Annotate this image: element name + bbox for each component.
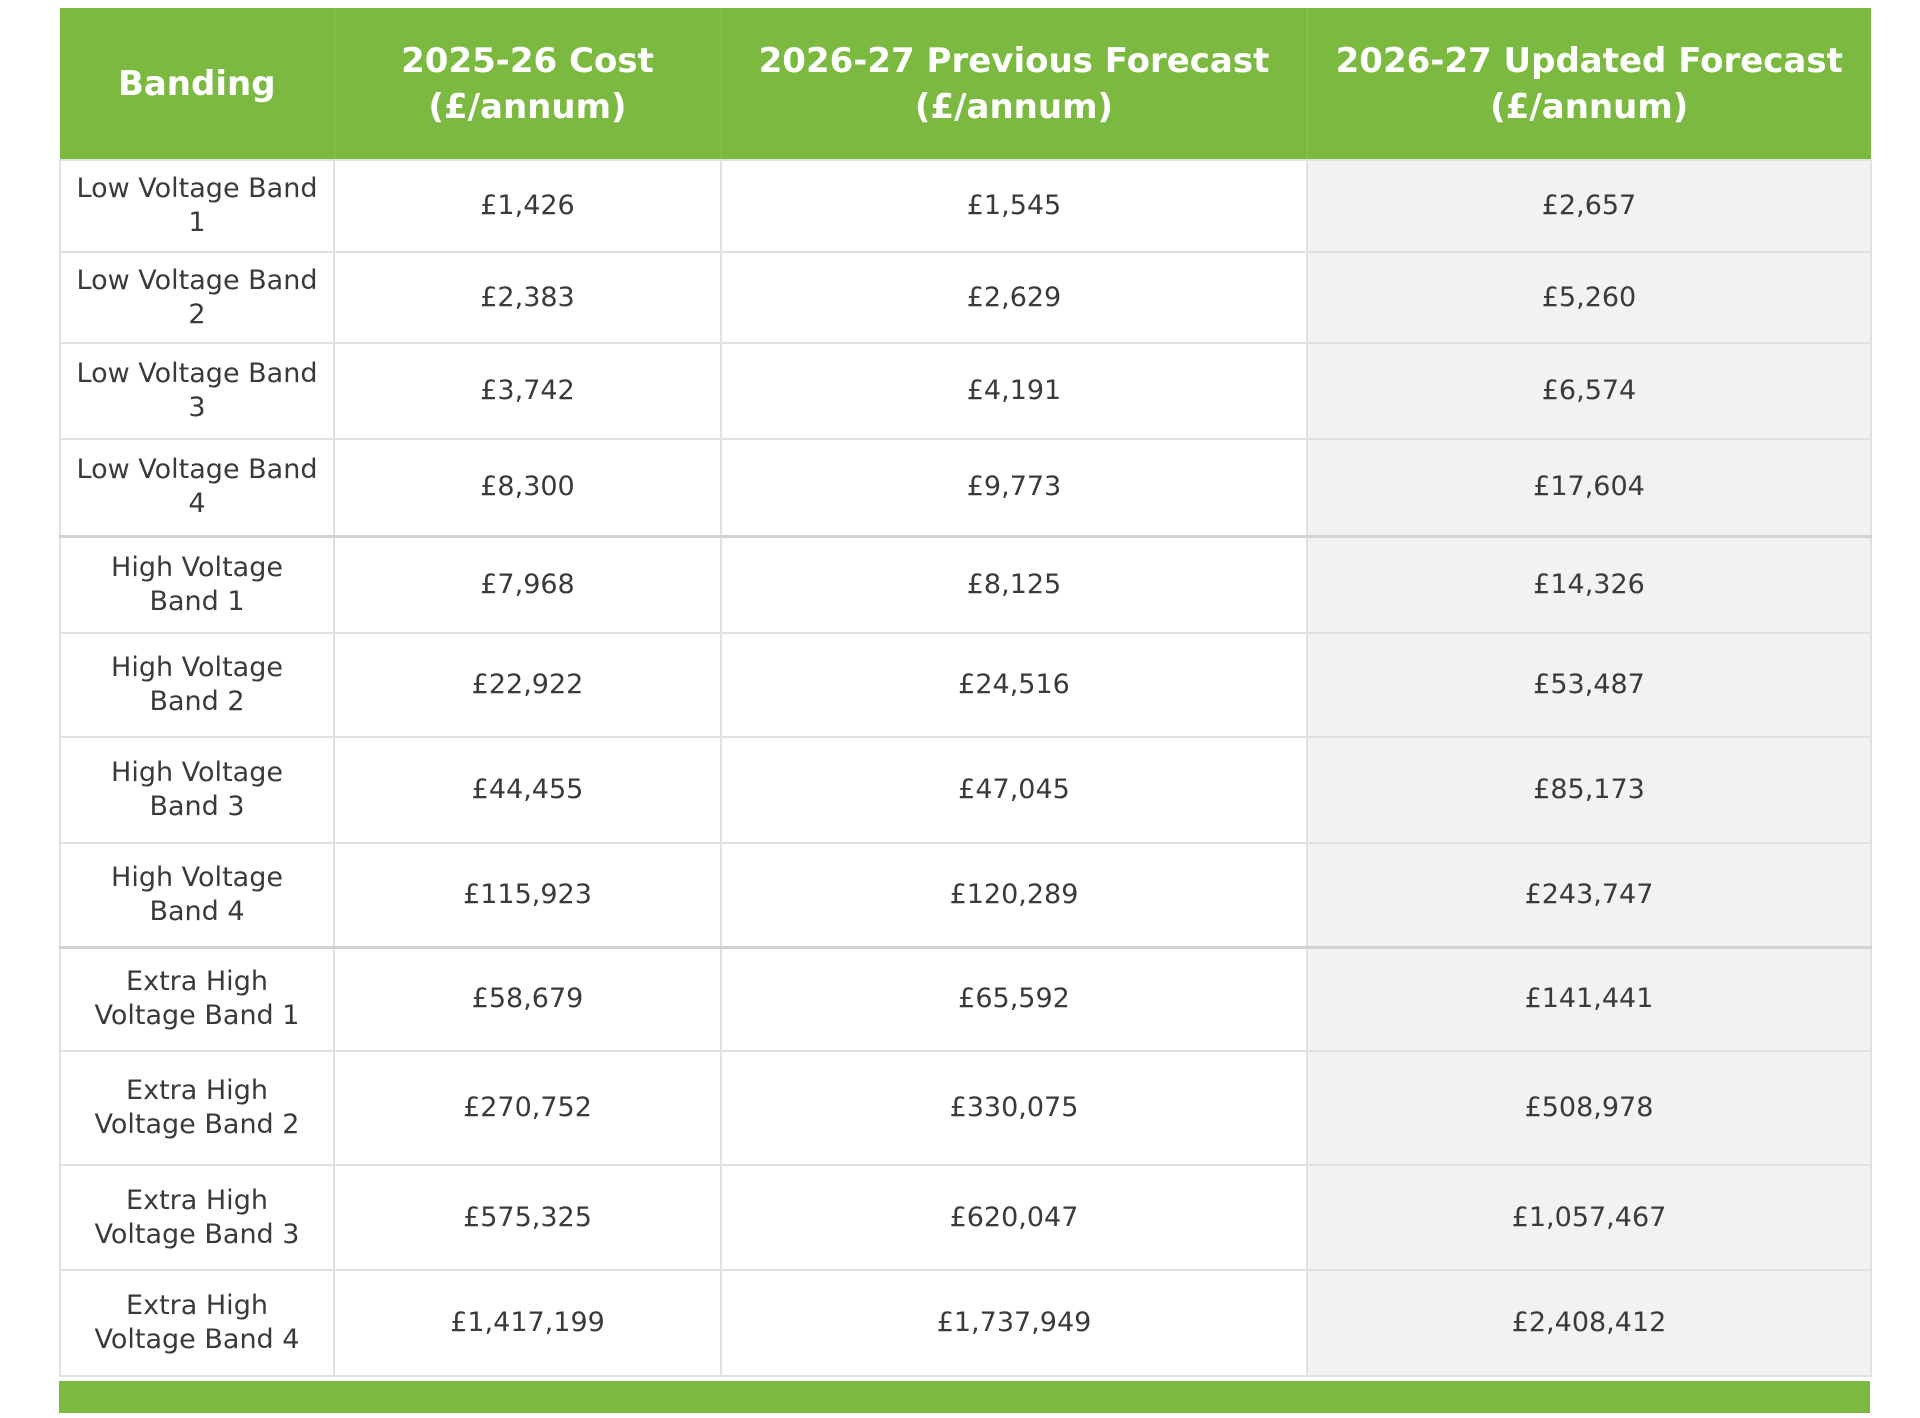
cell-updated-forecast-2026-27: £17,604 — [1306, 438, 1872, 537]
banding-cost-table-container: Banding 2025-26 Cost (£/annum) 2026-27 P… — [59, 8, 1872, 1377]
cell-updated-forecast-2026-27: £243,747 — [1306, 842, 1872, 948]
cell-updated-forecast-2026-27: £14,326 — [1306, 534, 1872, 634]
cell-updated-forecast-2026-27: £141,441 — [1306, 945, 1872, 1052]
cell-previous-forecast-2026-27: £1,545 — [720, 159, 1308, 253]
header-row: Banding 2025-26 Cost (£/annum) 2026-27 P… — [60, 8, 1871, 160]
cell-updated-forecast-2026-27: £5,260 — [1306, 251, 1872, 344]
table-row: High Voltage Band 4 £115,923 £120,289 £243,… — [59, 842, 1872, 948]
table-row: Extra High Voltage Band 1 £58,679 £65,592 £… — [59, 945, 1872, 1052]
header-cost-2025-26: 2025-26 Cost (£/annum) — [334, 8, 722, 160]
table-row: High Voltage Band 1 £7,968 £8,125 £14,326 — [59, 534, 1872, 634]
cell-cost-2025-26: £1,417,199 — [333, 1269, 722, 1377]
table-row: Low Voltage Band 2 £2,383 £2,629 £5,260 — [59, 251, 1872, 344]
cell-previous-forecast-2026-27: £2,629 — [720, 251, 1308, 344]
cell-updated-forecast-2026-27: £85,173 — [1306, 736, 1872, 844]
cell-previous-forecast-2026-27: £620,047 — [720, 1164, 1308, 1271]
cell-updated-forecast-2026-27: £1,057,467 — [1306, 1164, 1872, 1271]
cell-banding: Extra High Voltage Band 4 — [59, 1269, 335, 1377]
cell-banding: Extra High Voltage Band 2 — [59, 1050, 335, 1166]
cell-cost-2025-26: £58,679 — [333, 945, 722, 1052]
cell-cost-2025-26: £115,923 — [333, 842, 722, 948]
cell-updated-forecast-2026-27: £2,408,412 — [1306, 1269, 1872, 1377]
table-row: Low Voltage Band 1 £1,426 £1,545 £2,657 — [59, 159, 1872, 253]
cell-previous-forecast-2026-27: £9,773 — [720, 438, 1308, 537]
table-row: Extra High Voltage Band 3 £575,325 £620,04… — [59, 1164, 1872, 1271]
header-updated-forecast-2026-27: 2026-27 Updated Forecast (£/annum) — [1307, 8, 1871, 160]
cell-updated-forecast-2026-27: £53,487 — [1306, 632, 1872, 738]
cell-cost-2025-26: £7,968 — [333, 534, 722, 634]
cell-cost-2025-26: £8,300 — [333, 438, 722, 537]
cell-banding: High Voltage Band 3 — [59, 736, 335, 844]
table-row: Low Voltage Band 4 £8,300 £9,773 £17,604 — [59, 438, 1872, 537]
cell-banding: High Voltage Band 4 — [59, 842, 335, 948]
cell-previous-forecast-2026-27: £4,191 — [720, 342, 1308, 440]
cell-updated-forecast-2026-27: £2,657 — [1306, 159, 1872, 253]
cell-banding: Low Voltage Band 3 — [59, 342, 335, 440]
cell-previous-forecast-2026-27: £330,075 — [720, 1050, 1308, 1166]
table-row: Low Voltage Band 3 £3,742 £4,191 £6,574 — [59, 342, 1872, 440]
cell-banding: Low Voltage Band 1 — [59, 159, 335, 253]
cell-cost-2025-26: £2,383 — [333, 251, 722, 344]
cell-updated-forecast-2026-27: £508,978 — [1306, 1050, 1872, 1166]
cell-updated-forecast-2026-27: £6,574 — [1306, 342, 1872, 440]
cell-previous-forecast-2026-27: £120,289 — [720, 842, 1308, 948]
cell-previous-forecast-2026-27: £1,737,949 — [720, 1269, 1308, 1377]
banding-cost-table: Banding 2025-26 Cost (£/annum) 2026-27 P… — [59, 8, 1872, 1377]
cell-previous-forecast-2026-27: £47,045 — [720, 736, 1308, 844]
cell-previous-forecast-2026-27: £24,516 — [720, 632, 1308, 738]
header-previous-forecast-2026-27: 2026-27 Previous Forecast (£/annum) — [721, 8, 1308, 160]
cell-cost-2025-26: £270,752 — [333, 1050, 722, 1166]
cell-banding: High Voltage Band 1 — [59, 534, 335, 634]
table-footer-bar — [59, 1381, 1870, 1413]
table-body: Low Voltage Band 1 £1,426 £1,545 £2,657 Low … — [59, 159, 1872, 1377]
cell-banding: Extra High Voltage Band 1 — [59, 945, 335, 1052]
cell-cost-2025-26: £44,455 — [333, 736, 722, 844]
cell-banding: Low Voltage Band 2 — [59, 251, 335, 344]
table-row: Extra High Voltage Band 4 £1,417,199 £1,73… — [59, 1269, 1872, 1377]
table-header: Banding 2025-26 Cost (£/annum) 2026-27 P… — [60, 8, 1871, 160]
cell-cost-2025-26: £575,325 — [333, 1164, 722, 1271]
table-row: Extra High Voltage Band 2 £270,752 £330,07… — [59, 1050, 1872, 1166]
cell-previous-forecast-2026-27: £8,125 — [720, 534, 1308, 634]
table-row: High Voltage Band 2 £22,922 £24,516 £53,487 — [59, 632, 1872, 738]
cell-cost-2025-26: £22,922 — [333, 632, 722, 738]
cell-banding: Low Voltage Band 4 — [59, 438, 335, 537]
table-row: High Voltage Band 3 £44,455 £47,045 £85,173 — [59, 736, 1872, 844]
header-banding: Banding — [60, 8, 335, 160]
cell-banding: High Voltage Band 2 — [59, 632, 335, 738]
cell-cost-2025-26: £1,426 — [333, 159, 722, 253]
cell-cost-2025-26: £3,742 — [333, 342, 722, 440]
cell-previous-forecast-2026-27: £65,592 — [720, 945, 1308, 1052]
cell-banding: Extra High Voltage Band 3 — [59, 1164, 335, 1271]
